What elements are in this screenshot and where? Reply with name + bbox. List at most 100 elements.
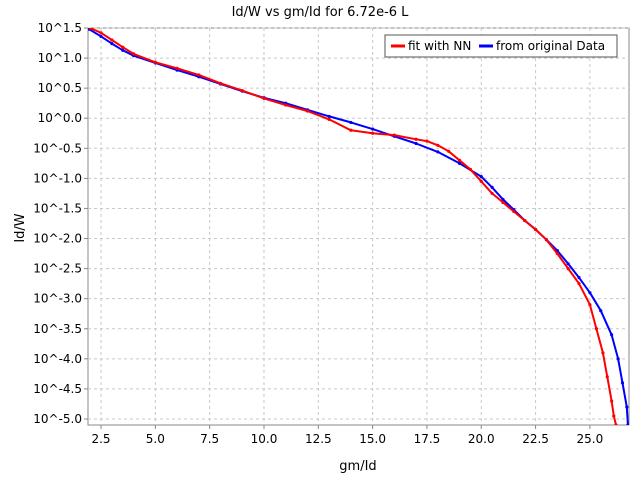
series-fit-with-nn-point	[523, 218, 527, 223]
y-tick-label: 10^-4.0	[33, 352, 82, 366]
series-fit-with-nn-point	[601, 351, 605, 355]
y-tick-label: 10^-2.5	[33, 262, 82, 276]
series-original-data-point	[616, 357, 620, 361]
y-tick-label: 10^1.0	[38, 51, 82, 65]
series-original-data-point	[349, 120, 353, 125]
x-tick-label: 5.0	[146, 432, 165, 446]
series-fit-with-nn-point	[414, 137, 418, 141]
x-tick-label: 12.5	[305, 432, 332, 446]
y-tick-label: 10^-2.0	[33, 232, 82, 246]
series-original-data-point	[121, 48, 125, 52]
x-tick-label: 22.5	[522, 432, 549, 446]
x-tick-label: 20.0	[468, 432, 495, 446]
series-fit-with-nn-point	[610, 399, 614, 403]
series-fit-with-nn-point	[305, 109, 310, 113]
series-original-data-point	[414, 141, 418, 146]
series-original-data-point	[436, 150, 440, 154]
x-tick-label: 17.5	[414, 432, 441, 446]
series-original-data-point	[371, 127, 375, 131]
x-axis-ticks: 2.5 5.0 7.5 10.0 12.5 15.0 17.5 20.0 22.5 25.0	[91, 425, 603, 446]
series-original-data-point	[479, 174, 483, 179]
plot-area	[87, 27, 630, 426]
series-fit-with-nn-point	[614, 423, 618, 425]
series-layer	[88, 28, 629, 425]
series-fit-with-nn-point	[121, 45, 125, 49]
series-fit-with-nn-point	[99, 31, 103, 35]
series-fit-with-nn-point	[284, 103, 288, 107]
series-original-data-point	[566, 262, 570, 266]
y-tick-label: 10^0.5	[38, 81, 82, 95]
y-tick-label: 10^-1.5	[33, 201, 82, 215]
series-fit-with-nn-point	[566, 267, 570, 271]
chart-title: Id/W vs gm/Id for 6.72e-6 L	[232, 5, 410, 20]
series-fit-with-nn-point	[490, 191, 494, 196]
series-original-data-point	[99, 34, 103, 39]
x-tick-label: 15.0	[359, 432, 386, 446]
series-original-data-point	[588, 291, 592, 295]
series-fit-with-nn-point	[594, 327, 599, 331]
legend: fit with NN from original Data	[384, 34, 618, 58]
y-axis-ticks: 10^1.5 10^1.0 10^0.5 10^0.0 10^-0.5 10^-1.0 10…	[33, 21, 88, 426]
series-fit-with-nn-point	[605, 375, 609, 379]
series-fit-with-nn-point	[153, 60, 157, 64]
series-fit-with-nn-point	[436, 143, 440, 147]
x-axis-label: gm/Id	[339, 459, 376, 474]
series-original-data-point	[625, 405, 629, 409]
series-fit-with-nn-point	[392, 133, 396, 137]
series-fit-with-nn-point	[468, 167, 472, 171]
series-fit-with-nn-point	[88, 28, 92, 30]
series-fit-with-nn-point	[240, 88, 244, 93]
legend-label-fit: fit with NN	[408, 39, 471, 53]
legend-box	[384, 34, 618, 58]
series-original-data-point	[610, 333, 614, 337]
series-fit-with-nn-point	[197, 73, 201, 77]
series-original-data-point	[110, 42, 114, 46]
x-tick-label: 25.0	[577, 432, 604, 446]
series-fit-with-nn-point	[512, 209, 516, 214]
series-original-data-point	[327, 114, 331, 119]
y-tick-label: 10^-4.5	[33, 382, 82, 396]
y-tick-label: 10^1.5	[38, 21, 82, 35]
series-fit-with-nn-point	[447, 149, 451, 153]
legend-label-original: from original Data	[496, 39, 605, 53]
y-tick-label: 10^-1.0	[33, 171, 82, 185]
grid	[88, 27, 629, 425]
series-fit-with-nn-point	[175, 66, 179, 70]
series-fit-with-nn-point	[349, 128, 353, 132]
series-original-data-point	[626, 423, 629, 425]
series-fit-with-nn-point	[577, 282, 581, 286]
series-fit-with-nn-point	[544, 238, 549, 242]
x-tick-label: 7.5	[200, 432, 219, 446]
series-fit-with-nn-point	[371, 131, 375, 135]
x-tick-label: 2.5	[91, 432, 110, 446]
series-original-data-point	[490, 185, 494, 190]
series-fit-with-nn-point	[132, 52, 136, 56]
series-fit-with-nn-point	[533, 227, 538, 232]
series-fit-with-nn-point	[327, 117, 331, 122]
series-original-data-point	[599, 309, 603, 313]
series-fit-with-nn-point	[457, 158, 462, 162]
y-tick-label: 10^-5.0	[33, 412, 82, 426]
y-tick-label: 10^-3.5	[33, 322, 82, 336]
y-axis-label: Id/W	[13, 213, 28, 242]
series-original-data-point	[620, 381, 625, 385]
series-original-data-point	[577, 276, 581, 280]
series-original-data-point	[457, 161, 462, 165]
series-fit-with-nn-point	[218, 81, 223, 85]
series-original-data-point	[501, 197, 505, 202]
series-fit-with-nn-point	[425, 139, 429, 143]
series-fit-with-nn-line	[89, 28, 617, 425]
y-tick-label: 10^-0.5	[33, 141, 82, 155]
x-tick-label: 10.0	[251, 432, 278, 446]
y-tick-label: 10^-3.0	[33, 292, 82, 306]
series-fit-with-nn-point	[262, 96, 266, 100]
series-fit-with-nn-point	[479, 179, 483, 183]
y-tick-label: 10^0.0	[38, 111, 82, 125]
series-fit-with-nn-point	[555, 251, 559, 256]
series-fit-with-nn-point	[612, 414, 616, 418]
series-fit-with-nn-point	[588, 303, 592, 307]
series-fit-with-nn-point	[110, 38, 114, 42]
series-fit-with-nn-point	[501, 200, 505, 205]
